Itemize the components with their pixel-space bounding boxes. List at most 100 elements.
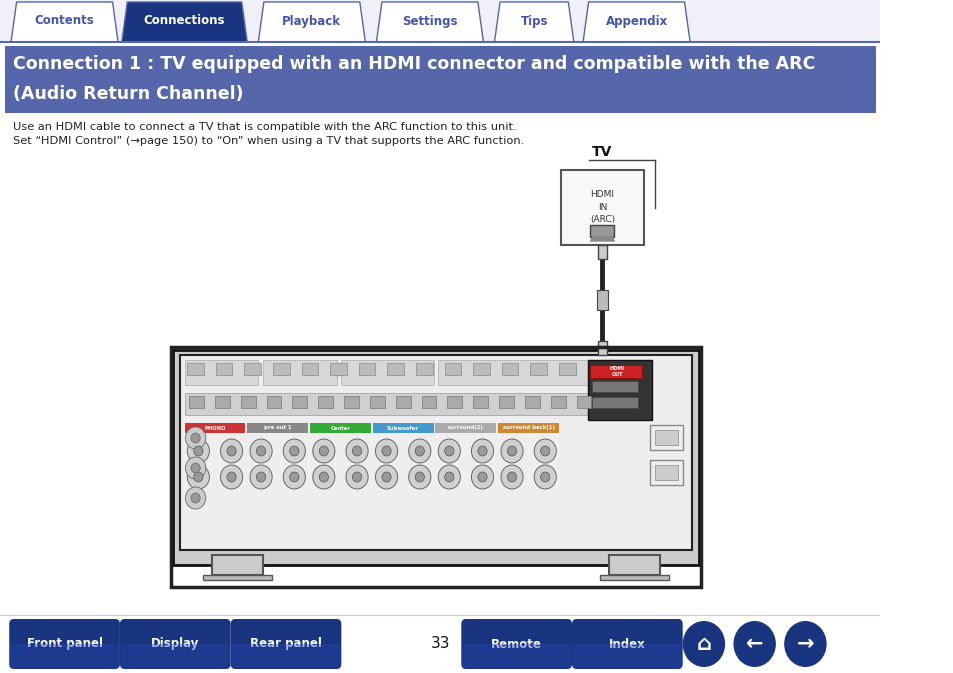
Circle shape [227, 446, 236, 456]
Circle shape [187, 465, 210, 489]
Bar [497, 423, 558, 433]
Polygon shape [122, 2, 247, 42]
FancyBboxPatch shape [120, 619, 231, 669]
Circle shape [245, 363, 258, 377]
Text: (Audio Return Channel): (Audio Return Channel) [13, 85, 243, 103]
Bar [244, 363, 261, 375]
Circle shape [283, 465, 305, 489]
Text: Use an HDMI cable to connect a TV that is compatible with the ARC function to th: Use an HDMI cable to connect a TV that i… [13, 122, 516, 132]
Bar [473, 363, 490, 375]
Circle shape [500, 465, 522, 489]
Text: Center: Center [330, 425, 350, 431]
Text: HDMI
OUT: HDMI OUT [609, 366, 624, 377]
Bar [608, 555, 659, 575]
Bar [189, 396, 204, 408]
Circle shape [250, 439, 272, 463]
Bar [0, 0, 880, 42]
Circle shape [185, 457, 206, 479]
Bar [370, 396, 384, 408]
Bar [558, 363, 575, 375]
Bar [576, 396, 591, 408]
Text: ⌂: ⌂ [696, 634, 711, 654]
Circle shape [375, 465, 397, 489]
FancyBboxPatch shape [121, 644, 230, 668]
Text: Remote: Remote [491, 637, 541, 651]
Bar [310, 423, 371, 433]
Circle shape [438, 363, 452, 377]
Bar [0, 615, 880, 673]
Bar [301, 363, 318, 375]
Text: Connection 1 : TV equipped with an HDMI connector and compatible with the ARC: Connection 1 : TV equipped with an HDMI … [13, 55, 815, 73]
Bar [240, 396, 255, 408]
Bar [203, 575, 272, 580]
Text: Rear panel: Rear panel [250, 637, 321, 651]
Bar [473, 396, 488, 408]
Circle shape [375, 439, 397, 463]
FancyBboxPatch shape [461, 619, 572, 669]
Circle shape [313, 439, 335, 463]
Circle shape [540, 472, 549, 482]
Circle shape [193, 446, 203, 456]
Bar [263, 360, 336, 385]
Circle shape [328, 363, 341, 377]
Polygon shape [258, 2, 365, 42]
Bar [171, 347, 700, 587]
Bar [501, 363, 517, 375]
Bar [524, 396, 539, 408]
Circle shape [191, 433, 200, 443]
Circle shape [319, 446, 328, 456]
Bar [650, 425, 682, 450]
Polygon shape [582, 2, 689, 42]
Circle shape [191, 463, 200, 473]
Bar [172, 350, 699, 565]
Circle shape [411, 363, 424, 377]
Text: Display: Display [151, 637, 199, 651]
Circle shape [193, 472, 203, 482]
Text: surround back(1): surround back(1) [502, 425, 554, 431]
Bar [435, 423, 496, 433]
Text: ←: ← [745, 634, 762, 654]
Circle shape [437, 439, 460, 463]
Circle shape [346, 439, 368, 463]
Bar [587, 360, 652, 420]
Text: Set “HDMI Control” (→page 150) to “On” when using a TV that supports the ARC fun: Set “HDMI Control” (→page 150) to “On” w… [13, 136, 523, 146]
Circle shape [477, 472, 487, 482]
Bar [592, 365, 638, 376]
Text: Connections: Connections [144, 15, 225, 28]
Bar [273, 363, 290, 375]
Circle shape [437, 465, 460, 489]
Circle shape [250, 465, 272, 489]
Text: Playback: Playback [282, 15, 341, 28]
Text: Tips: Tips [520, 15, 547, 28]
Bar [444, 363, 461, 375]
Bar [180, 355, 691, 550]
Circle shape [381, 472, 391, 482]
Polygon shape [376, 2, 483, 42]
Text: Index: Index [608, 637, 645, 651]
Text: Subwoofer: Subwoofer [387, 425, 418, 431]
Circle shape [313, 465, 335, 489]
Circle shape [290, 472, 298, 482]
Bar [387, 363, 404, 375]
Bar [318, 396, 333, 408]
Circle shape [283, 439, 305, 463]
Bar [293, 396, 307, 408]
Bar [655, 465, 678, 480]
Circle shape [256, 446, 266, 456]
Circle shape [273, 363, 286, 377]
Circle shape [444, 446, 454, 456]
Circle shape [290, 446, 298, 456]
Circle shape [227, 472, 236, 482]
Bar [592, 381, 638, 392]
Circle shape [408, 465, 431, 489]
Circle shape [355, 363, 369, 377]
Bar [344, 396, 358, 408]
Circle shape [187, 439, 210, 463]
Circle shape [381, 446, 391, 456]
Bar [373, 423, 434, 433]
Text: PHONO: PHONO [204, 425, 226, 431]
Bar [590, 225, 614, 237]
Text: Contents: Contents [34, 15, 94, 28]
Circle shape [319, 472, 328, 482]
Bar [215, 363, 233, 375]
